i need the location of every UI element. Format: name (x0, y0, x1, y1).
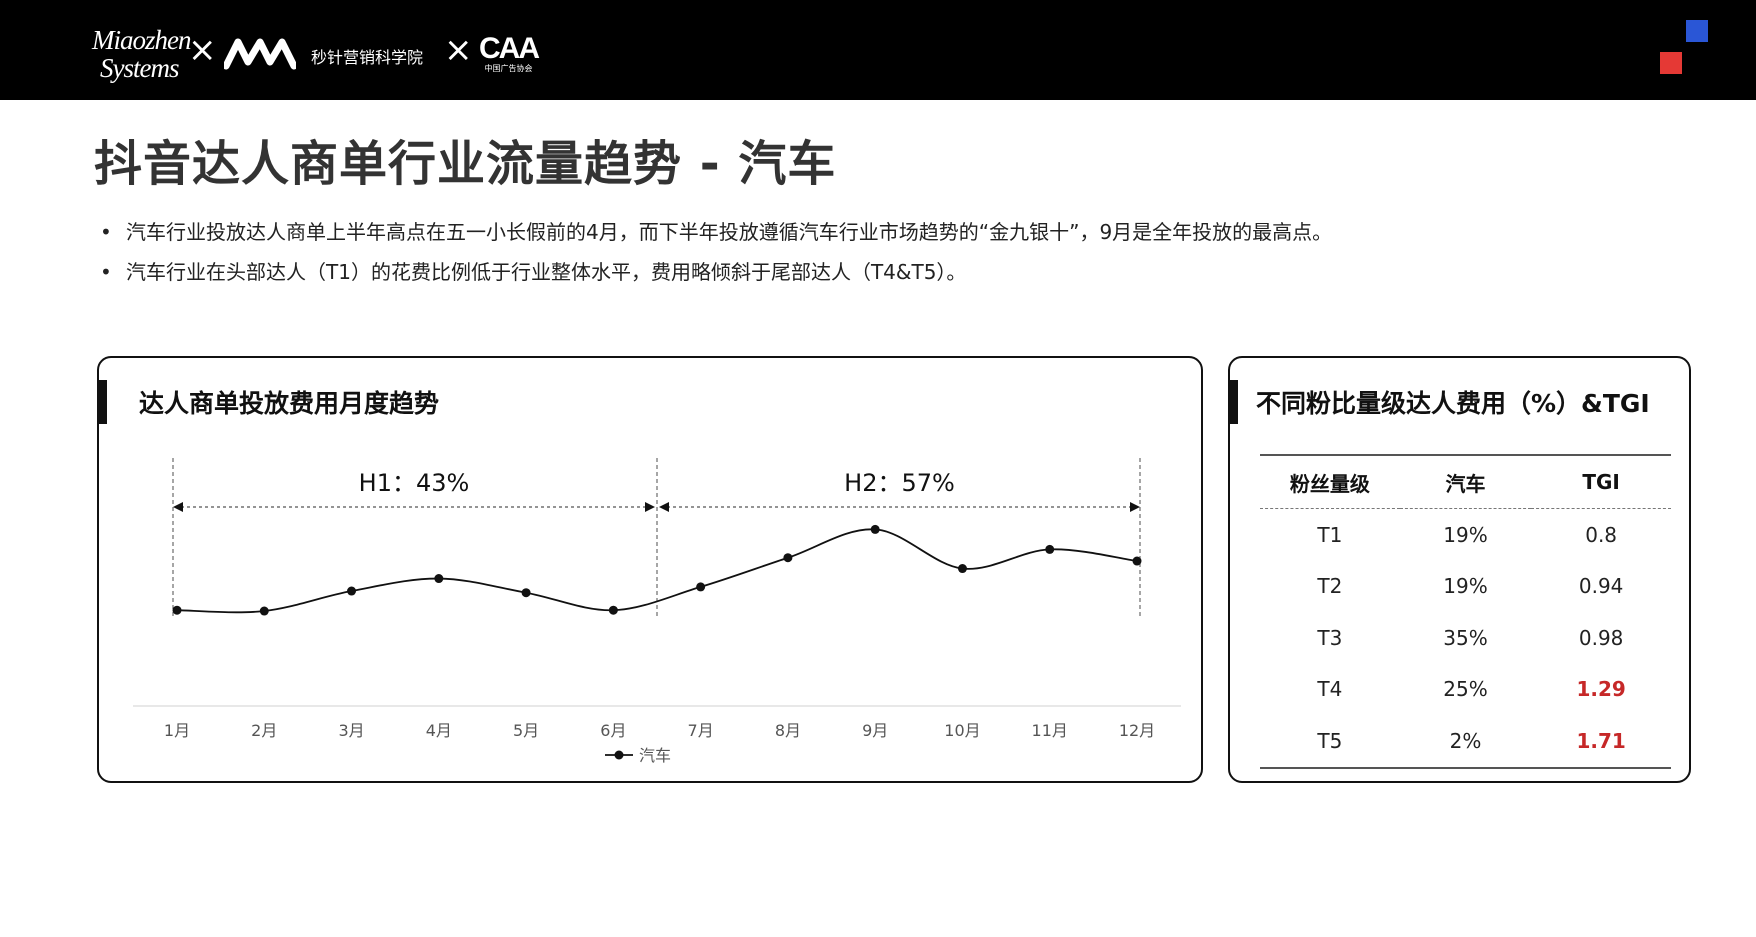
trend-panel-title: 达人商单投放费用月度趋势 (139, 389, 440, 418)
x-tick-label: 2月 (251, 721, 277, 740)
cell-tgi: 0.94 (1578, 574, 1624, 599)
data-point (521, 588, 531, 598)
header-tgi: TGI (1531, 454, 1671, 509)
tier-panel-title: 不同粉比量级达人费用（%）&TGI (1256, 389, 1650, 418)
cell-tier: T5 (1260, 715, 1400, 769)
trend-chart: 1月 2月 3月 4月 5月 6月 7月 8月 9月 10月 11月 12月 H1：43% H2：57% 汽… (133, 458, 1181, 765)
x-tick-label: 3月 (338, 721, 364, 740)
bullet-2: 汽车行业在头部达人（T1）的花费比例低于行业整体水平，费用略倾斜于尾部达人（T4… (100, 252, 1332, 292)
x-tick-label: 10月 (944, 721, 980, 740)
cell-tier: T4 (1317, 677, 1343, 702)
legend-label: 汽车 (639, 746, 671, 765)
h2-annotation-label: H2：57% (844, 469, 955, 497)
mm-logo-icon (224, 38, 296, 70)
tier-panel: 不同粉比量级达人费用（%）&TGI 粉丝量级 汽车 TGI T1 19% 0.8… (1228, 356, 1691, 783)
header-share: 汽车 (1399, 454, 1532, 509)
top-banner: Miaozhen Systems × 秒针营销科学院 × CAA 中国广告协会 (0, 0, 1756, 100)
table-row: T2 19% 0.94 (1260, 561, 1671, 613)
separator-x-icon: × (188, 30, 217, 70)
x-tick-label: 5月 (513, 721, 539, 740)
panel-accent-bar (1228, 380, 1238, 424)
partner-name: 秒针营销科学院 (311, 48, 424, 67)
caa-mark: CAA (479, 32, 540, 65)
x-tick-label: 4月 (426, 721, 452, 740)
x-tick-label: 8月 (775, 721, 801, 740)
data-point (608, 605, 618, 615)
cell-tgi: 1.29 (1576, 677, 1626, 702)
x-tick-label: 11月 (1032, 721, 1068, 740)
summary-bullets: 汽车行业投放达人商单上半年高点在五一小长假前的4月，而下半年投放遵循汽车行业市场… (100, 212, 1332, 292)
data-point (957, 564, 967, 574)
h1-annotation-label: H1：43% (359, 469, 470, 497)
cell-share: 25% (1443, 677, 1488, 702)
data-point (696, 582, 706, 592)
header-tier: 粉丝量级 (1260, 454, 1400, 509)
logo-line2: Systems (100, 53, 179, 83)
x-tick-label: 1月 (164, 721, 190, 740)
x-tick-label: 9月 (862, 721, 888, 740)
data-point (172, 605, 182, 615)
trend-panel: 达人商单投放费用月度趋势 1月 2月 3月 4月 5月 6月 7月 8月 9月 10月 11月 12月… (97, 356, 1203, 783)
cell-share: 35% (1443, 625, 1488, 650)
data-point (1132, 556, 1142, 566)
caa-logo: CAA 中国广告协会 (479, 32, 540, 74)
table-row: T1 19% 0.8 (1260, 509, 1671, 561)
cell-tier: T1 (1317, 522, 1343, 547)
data-point (259, 606, 269, 616)
tier-table: 粉丝量级 汽车 TGI T1 19% 0.8 T2 19% 0.94 T3 35… (1260, 454, 1671, 769)
x-tick-label: 7月 (688, 721, 714, 740)
series-line-汽车 (176, 528, 1138, 614)
h1-annotation-right-arrow (645, 502, 655, 512)
cell-share: 19% (1443, 574, 1488, 599)
data-point (1045, 544, 1055, 554)
panel-accent-bar (97, 380, 107, 424)
x-tick-label: 12月 (1119, 721, 1155, 740)
cell-tgi: 1.71 (1531, 715, 1671, 769)
cell-tgi: 0.8 (1585, 522, 1618, 547)
table-header-row: 粉丝量级 汽车 TGI (1260, 454, 1671, 509)
legend-marker (614, 750, 624, 760)
red-square-icon (1660, 52, 1682, 74)
logo-line1: Miaozhen (92, 25, 191, 55)
cell-tgi: 0.98 (1578, 625, 1624, 650)
blue-square-icon (1686, 20, 1708, 42)
cell-tier: T2 (1317, 574, 1343, 599)
x-tick-label: 6月 (600, 721, 626, 740)
data-point (347, 586, 357, 596)
separator-x-icon: × (444, 30, 473, 70)
h1-annotation-left-arrow (173, 502, 183, 512)
page-title: 抖音达人商单行业流量趋势 - 汽车 (94, 136, 837, 192)
data-point (783, 553, 793, 563)
table-row: T5 2% 1.71 (1260, 715, 1671, 769)
table-row: T4 25% 1.29 (1260, 664, 1671, 716)
cell-tier: T3 (1317, 625, 1343, 650)
h2-annotation-left-arrow (659, 502, 669, 512)
data-point (434, 574, 444, 584)
bullet-1: 汽车行业投放达人商单上半年高点在五一小长假前的4月，而下半年投放遵循汽车行业市场… (100, 212, 1332, 252)
caa-sub: 中国广告协会 (484, 64, 533, 73)
data-point (870, 524, 880, 534)
cell-share: 2% (1399, 715, 1532, 769)
h2-annotation-right-arrow (1130, 502, 1140, 512)
cell-share: 19% (1443, 522, 1488, 547)
miaozhen-logo: Miaozhen Systems (92, 25, 191, 83)
table-row: T3 35% 0.98 (1260, 612, 1671, 664)
